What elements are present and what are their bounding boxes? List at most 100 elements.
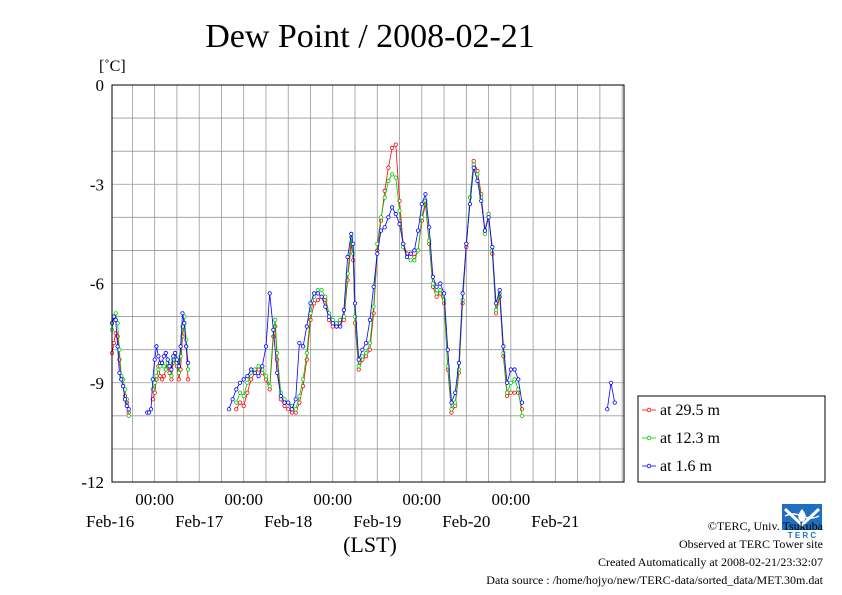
data-point [169,373,174,379]
data-point [345,254,350,260]
data-point [482,228,487,233]
data-point [382,195,387,200]
data-point [464,241,469,246]
terc-logo: T E R C [781,503,823,544]
data-point [158,364,163,369]
data-point [612,400,617,405]
data-point [117,370,122,375]
data-point [289,410,294,415]
data-point [256,367,261,372]
x-date-label: Feb-18 [264,512,312,531]
data-point [471,162,476,167]
y-tick-label: -3 [90,175,104,194]
data-point [293,407,298,412]
data-point [256,373,261,379]
data-point [293,397,298,402]
data-point [493,301,499,306]
data-point [282,403,287,408]
data-point [167,364,172,369]
created-text: Created Automatically at 2008-02-21/23:3… [598,555,823,569]
data-point [397,208,402,213]
x-time-label: 00:00 [491,490,530,509]
data-point [180,311,185,316]
data-point [226,407,231,412]
data-point [519,400,525,405]
data-point [297,393,302,399]
legend-swatch-marker [646,435,652,441]
data-point [393,211,398,217]
data-point [423,192,428,197]
plot-frame [111,84,625,483]
grid-lines [112,85,624,482]
data-point [237,380,243,385]
data-point [161,373,166,379]
data-point [163,350,168,356]
data-point [386,178,391,183]
data-point [154,373,159,379]
data-point [148,407,154,412]
data-point [119,377,124,382]
data-point [408,251,413,256]
data-point [393,142,398,147]
data-point [378,228,384,233]
data-point [147,410,152,415]
data-point [245,380,250,385]
data-point [404,254,410,260]
data-point [367,317,372,322]
data-point [486,211,491,217]
data-point [126,413,131,418]
data-point [512,377,517,382]
data-point [438,287,443,293]
data-point [256,364,261,369]
data-point [165,357,170,362]
data-point [241,403,246,408]
data-point [504,390,510,395]
data-point [178,344,183,349]
data-point [419,202,424,207]
data-point [512,390,517,395]
data-point [152,390,157,395]
data-point [475,178,480,183]
x-time-label: 00:00 [313,490,352,509]
data-point [278,393,283,399]
data-point [430,274,435,279]
data-point [169,367,174,372]
data-point [186,360,191,365]
x-time-label: 00:00 [224,490,263,509]
data-point [360,354,365,359]
data-point [323,304,328,309]
data-point [412,248,417,253]
x-date-label: Feb-17 [175,512,224,531]
data-point [375,251,380,256]
series-2 [109,165,617,415]
data-point [371,284,376,289]
data-point [176,370,181,375]
data-point [111,314,117,319]
data-point [126,407,131,412]
data-point [241,393,246,399]
y-tick-label: -9 [90,374,104,393]
data-point [184,337,189,342]
data-point [389,205,395,210]
logo-text: T E R C [788,531,817,539]
data-point [453,390,458,395]
data-point [234,400,239,405]
data-point [363,350,369,356]
legend-label: at 12.3 m [660,430,721,447]
data-point [174,357,179,362]
y-tick-label: -12 [81,473,104,492]
data-point [456,360,461,365]
data-point [293,410,298,415]
data-point [113,317,118,322]
data-point [121,383,126,389]
data-point [289,407,294,412]
data-point [338,324,343,329]
data-point [323,294,328,299]
data-point [297,340,302,346]
data-point [113,311,118,316]
data-point [124,403,129,408]
data-point [441,291,447,296]
series-0 [109,142,525,415]
data-point [449,410,454,415]
data-point [382,225,387,230]
